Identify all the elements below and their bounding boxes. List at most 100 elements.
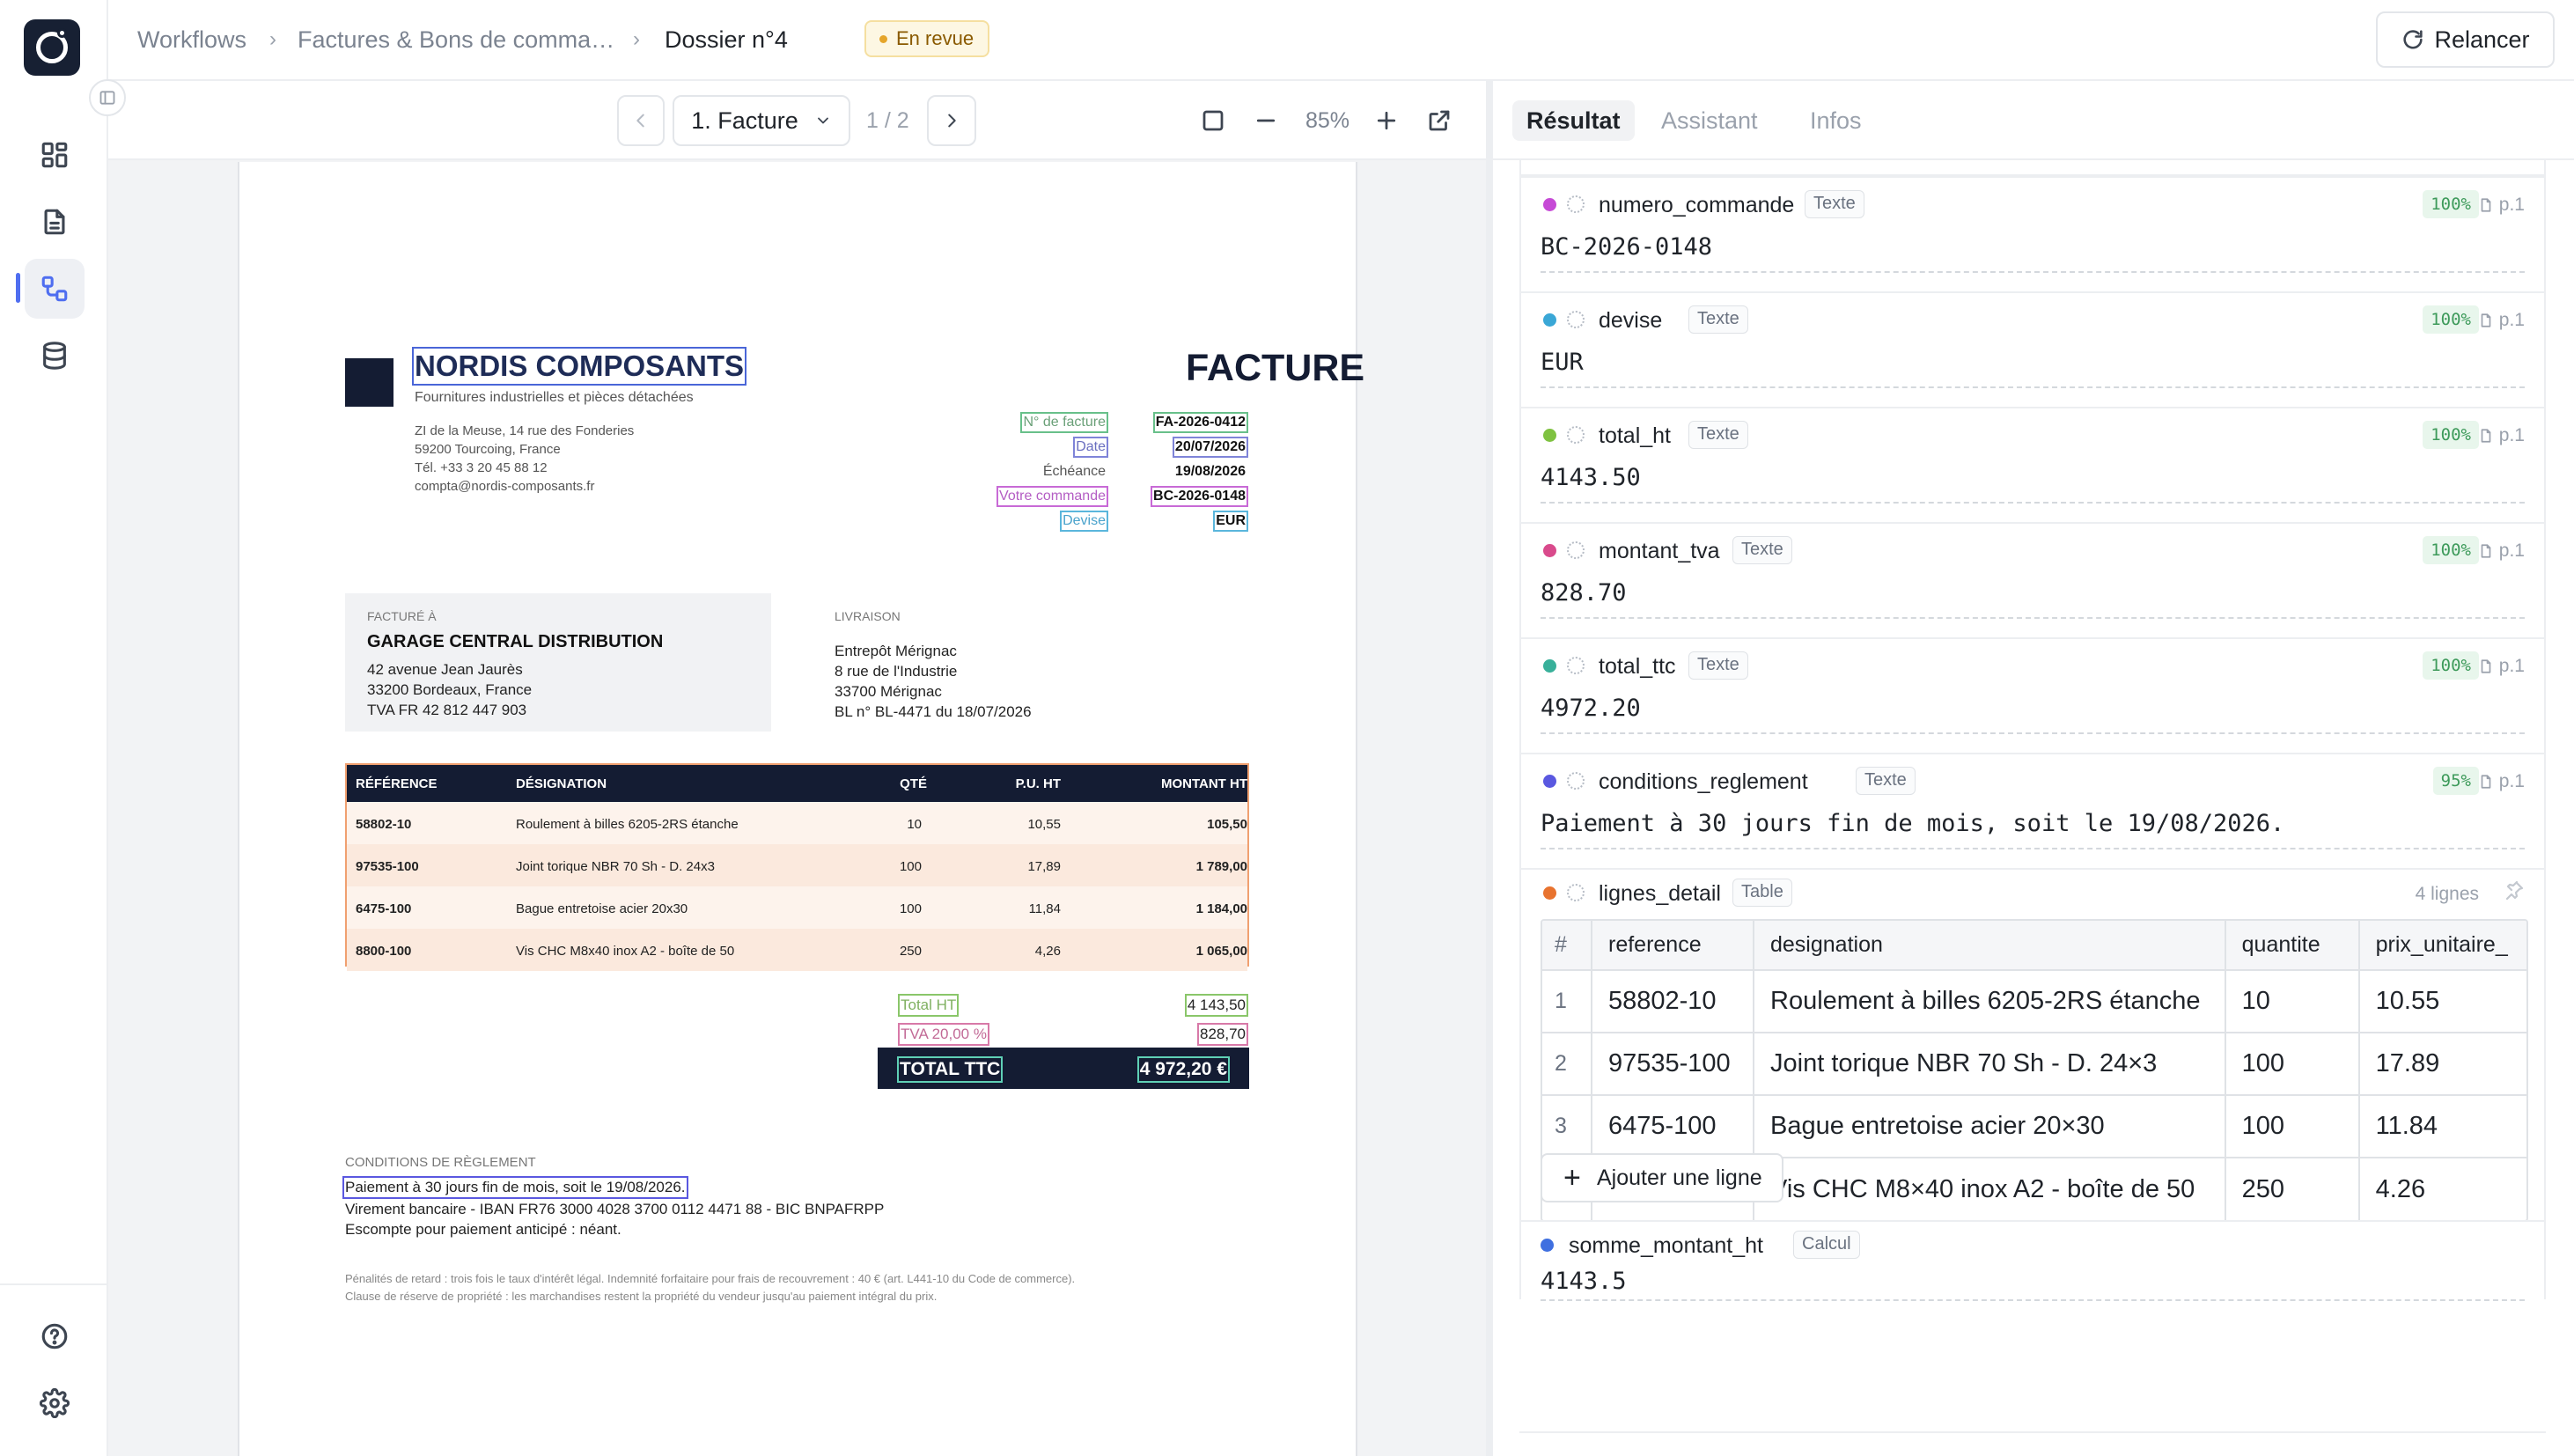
- field-value[interactable]: 4972.20: [1541, 695, 1641, 722]
- status-circle-icon[interactable]: [1567, 541, 1585, 559]
- field-color-dot: [1543, 313, 1556, 327]
- chevron-left-icon: [636, 114, 644, 128]
- table-cell[interactable]: 17.89: [2358, 1033, 2526, 1096]
- status-circle-icon[interactable]: [1567, 884, 1585, 901]
- table-cell[interactable]: Roulement à billes 6205-2RS étanche: [1754, 970, 2226, 1033]
- delivery-line: 8 rue de l'Industrie: [835, 663, 958, 680]
- invoice-cell: 100: [899, 859, 922, 874]
- invoice-cell: Bague entretoise acier 20x30: [516, 901, 688, 916]
- page-ref[interactable]: p.1: [2478, 310, 2525, 331]
- invoice-cell: 17,89: [1027, 859, 1061, 874]
- next-page-button[interactable]: [927, 95, 976, 146]
- breadcrumb-folder[interactable]: Factures & Bons de comma…: [298, 26, 615, 53]
- status-circle-icon[interactable]: [1567, 311, 1585, 328]
- relaunch-button[interactable]: Relancer: [2376, 11, 2555, 68]
- prev-page-button[interactable]: [617, 95, 665, 146]
- help-icon[interactable]: [25, 1306, 85, 1366]
- total-ht-value: 4 143,50: [1184, 994, 1249, 1017]
- lines-col-header[interactable]: designation: [1754, 921, 2226, 971]
- breadcrumb-workflows[interactable]: Workflows: [137, 26, 247, 53]
- database-icon[interactable]: [25, 326, 85, 386]
- table-cell[interactable]: 100: [2225, 1095, 2360, 1158]
- lines-col-header[interactable]: #: [1542, 921, 1592, 971]
- page-select[interactable]: 1. Facture: [673, 95, 850, 146]
- field-card-devise: devise Texte 100% p.1 EUR: [1519, 291, 2546, 407]
- table-cell[interactable]: 4.26: [2375, 1174, 2426, 1203]
- table-cell[interactable]: Bague entretoise acier 20×30: [1754, 1095, 2226, 1158]
- table-cell[interactable]: 100: [2225, 1033, 2360, 1096]
- col-header: P.U. HT: [1015, 776, 1061, 791]
- breadcrumb-current: Dossier n°4: [665, 26, 788, 53]
- meta-value: EUR: [1213, 511, 1248, 532]
- page-ref[interactable]: p.1: [2478, 656, 2525, 677]
- tab-resultat[interactable]: Résultat: [1512, 100, 1635, 141]
- page-ref[interactable]: p.1: [2478, 425, 2525, 446]
- page-ref-label: p.1: [2498, 195, 2525, 215]
- field-card-total-ht: total_ht Texte 100% p.1 4143.50: [1519, 407, 2546, 522]
- field-value[interactable]: BC-2026-0148: [1541, 233, 1713, 261]
- zoom-in-icon[interactable]: [1373, 107, 1400, 138]
- field-type-badge: Texte: [1732, 536, 1792, 564]
- field-value[interactable]: 4143.5: [1541, 1268, 1627, 1295]
- field-value[interactable]: Paiement à 30 jours fin de mois, soit le…: [1541, 810, 2285, 837]
- lines-col-header[interactable]: prix_unitaire_: [2358, 921, 2526, 971]
- pane-resizer[interactable]: [1486, 81, 1493, 1456]
- invoice-cell: 10,55: [1027, 817, 1061, 832]
- fit-page-icon[interactable]: [1200, 107, 1226, 138]
- table-cell[interactable]: Vis CHC M8×40 inox A2 - boîte de 50: [1754, 1158, 2226, 1220]
- table-cell[interactable]: 250: [2225, 1158, 2360, 1220]
- status-badge: En revue: [864, 20, 990, 57]
- table-cell[interactable]: 97535-100: [1592, 1033, 1754, 1096]
- field-value[interactable]: EUR: [1541, 349, 1584, 376]
- table-cell[interactable]: 6475-100: [1592, 1095, 1754, 1158]
- confidence-badge: 100%: [2423, 190, 2479, 218]
- open-external-icon[interactable]: [1426, 107, 1452, 138]
- discount-note: Escompte pour paiement anticipé : néant.: [345, 1221, 621, 1238]
- field-type-badge: Texte: [1805, 190, 1864, 218]
- table-cell[interactable]: 10: [2225, 970, 2360, 1033]
- document-title: FACTURE: [1186, 347, 1365, 389]
- table-cell[interactable]: 58802-10: [1592, 970, 1754, 1033]
- company-name: NORDIS COMPOSANTS: [411, 347, 747, 386]
- status-circle-icon[interactable]: [1567, 195, 1585, 213]
- app-logo[interactable]: [24, 19, 80, 76]
- invoice-cell: Roulement à billes 6205-2RS étanche: [516, 817, 739, 832]
- page-ref[interactable]: p.1: [2478, 540, 2525, 562]
- row-index: 2: [1542, 1033, 1592, 1096]
- pin-icon[interactable]: [2504, 880, 2525, 906]
- collapse-sidebar-button[interactable]: [89, 79, 126, 116]
- delivery-line: 33700 Mérignac: [835, 683, 942, 700]
- table-cell[interactable]: 11.84: [2358, 1095, 2526, 1158]
- table-cell[interactable]: Joint torique NBR 70 Sh - D. 24×3: [1754, 1033, 2226, 1096]
- settings-icon[interactable]: [25, 1373, 85, 1433]
- billto-box: FACTURÉ À GARAGE CENTRAL DISTRIBUTION 42…: [345, 593, 771, 732]
- workflow-icon[interactable]: [25, 259, 85, 319]
- tab-infos[interactable]: Infos: [1810, 107, 1862, 134]
- active-indicator: [16, 273, 20, 303]
- add-line-button[interactable]: Ajouter une ligne: [1541, 1153, 1783, 1202]
- invoice-line: 8800-100 Vis CHC M8x40 inox A2 - boîte de…: [347, 929, 1247, 971]
- invoice-cell: 6475-100: [356, 901, 412, 916]
- dashboard-icon[interactable]: [25, 125, 85, 185]
- row-count: 4 lignes: [2415, 884, 2479, 904]
- tab-assistant[interactable]: Assistant: [1661, 107, 1758, 134]
- address-line: ZI de la Meuse, 14 rue des Fonderies: [415, 423, 635, 438]
- zoom-out-icon[interactable]: [1253, 107, 1279, 138]
- page-ref[interactable]: p.1: [2478, 771, 2525, 792]
- status-circle-icon[interactable]: [1567, 426, 1585, 444]
- field-value[interactable]: 828.70: [1541, 579, 1627, 607]
- lines-col-header[interactable]: quantite: [2225, 921, 2360, 971]
- field-underline: [1541, 732, 2525, 734]
- status-circle-icon[interactable]: [1567, 657, 1585, 674]
- lines-col-header[interactable]: reference: [1592, 921, 1754, 971]
- field-type-badge: Table: [1732, 879, 1792, 907]
- field-color-dot: [1543, 198, 1556, 211]
- document-icon[interactable]: [25, 192, 85, 252]
- field-underline: [1541, 502, 2525, 504]
- field-color-dot: [1543, 775, 1556, 788]
- table-cell[interactable]: 10.55: [2358, 970, 2526, 1033]
- page-ref[interactable]: p.1: [2478, 195, 2525, 216]
- field-value[interactable]: 4143.50: [1541, 464, 1641, 491]
- status-circle-icon[interactable]: [1567, 772, 1585, 790]
- page-icon: [2481, 659, 2491, 673]
